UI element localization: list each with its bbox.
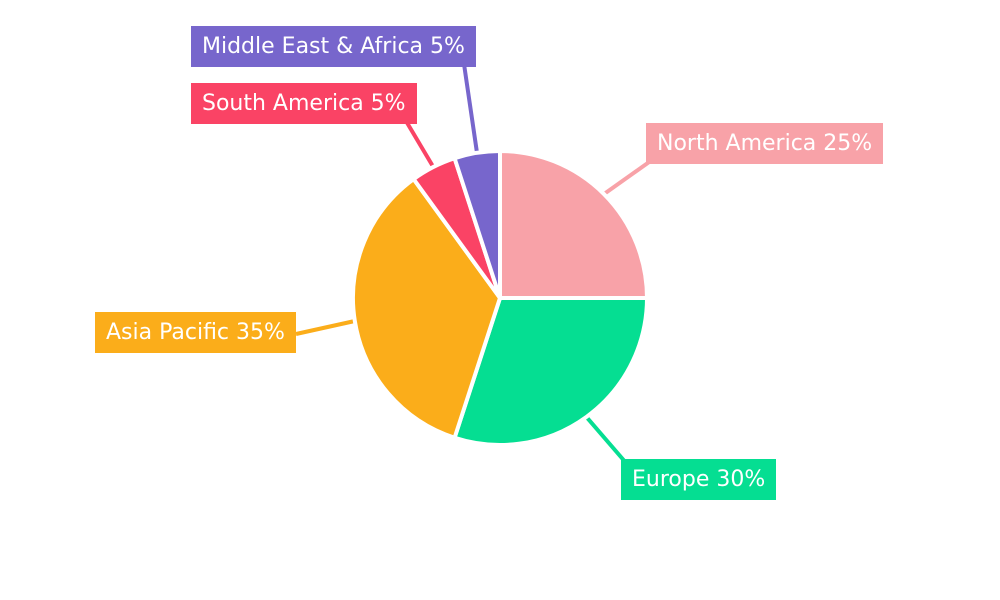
pie-slice-middle-east-africa[interactable] (452, 149, 502, 300)
leader-lines (295, 63, 654, 466)
label-middle-east-africa: Middle East & Africa 5% (191, 26, 476, 67)
label-north-america: North America 25% (646, 123, 884, 164)
leader-line-south-america (404, 119, 436, 169)
leader-line-middle-east-africa (462, 63, 479, 154)
leader-line-asia-pacific (295, 319, 356, 336)
pie-slice-asia-pacific[interactable] (351, 177, 502, 440)
pie-slice-north-america[interactable] (498, 149, 649, 300)
leader-line-north-america (602, 158, 654, 196)
label-south-america: South America 5% (191, 83, 417, 124)
leader-line-europe (584, 415, 629, 466)
pie-slice-europe[interactable] (452, 296, 649, 447)
label-europe: Europe 30% (621, 459, 777, 500)
pie-slices (351, 149, 649, 447)
label-asia-pacific: Asia Pacific 35% (95, 312, 296, 353)
